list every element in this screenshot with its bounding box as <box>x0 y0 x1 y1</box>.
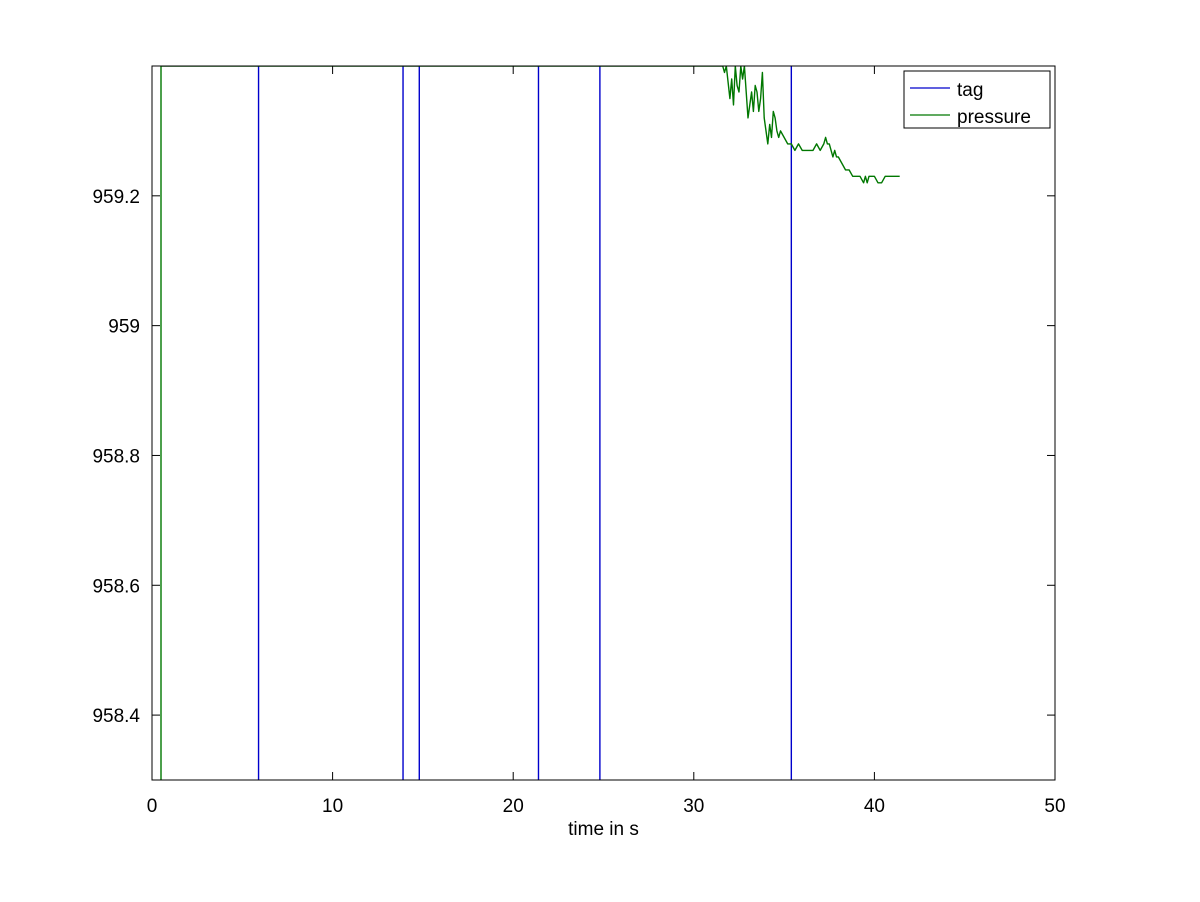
plot-frame <box>151 65 1056 781</box>
y-tick-label: 959 <box>108 317 140 338</box>
y-tick-label: 958.8 <box>92 446 140 467</box>
plot-area <box>152 66 1055 780</box>
legend-label-tag: tag <box>957 80 983 101</box>
x-axis-label: time in s <box>568 819 639 840</box>
x-tick-label: 0 <box>147 796 158 817</box>
x-tick-label: 10 <box>322 796 343 817</box>
y-tick-label: 958.4 <box>92 706 140 727</box>
legend-label-pressure: pressure <box>957 107 1031 128</box>
x-tick-label: 50 <box>1044 796 1065 817</box>
x-tick-label: 20 <box>503 796 524 817</box>
legend-box <box>903 70 1051 129</box>
pressure-line <box>160 66 900 780</box>
legend: tag pressure <box>903 70 1051 129</box>
y-tick-label: 959.2 <box>92 187 140 208</box>
x-tick-label: 30 <box>683 796 704 817</box>
y-tick-label: 958.6 <box>92 576 140 597</box>
x-tick-label: 40 <box>864 796 885 817</box>
